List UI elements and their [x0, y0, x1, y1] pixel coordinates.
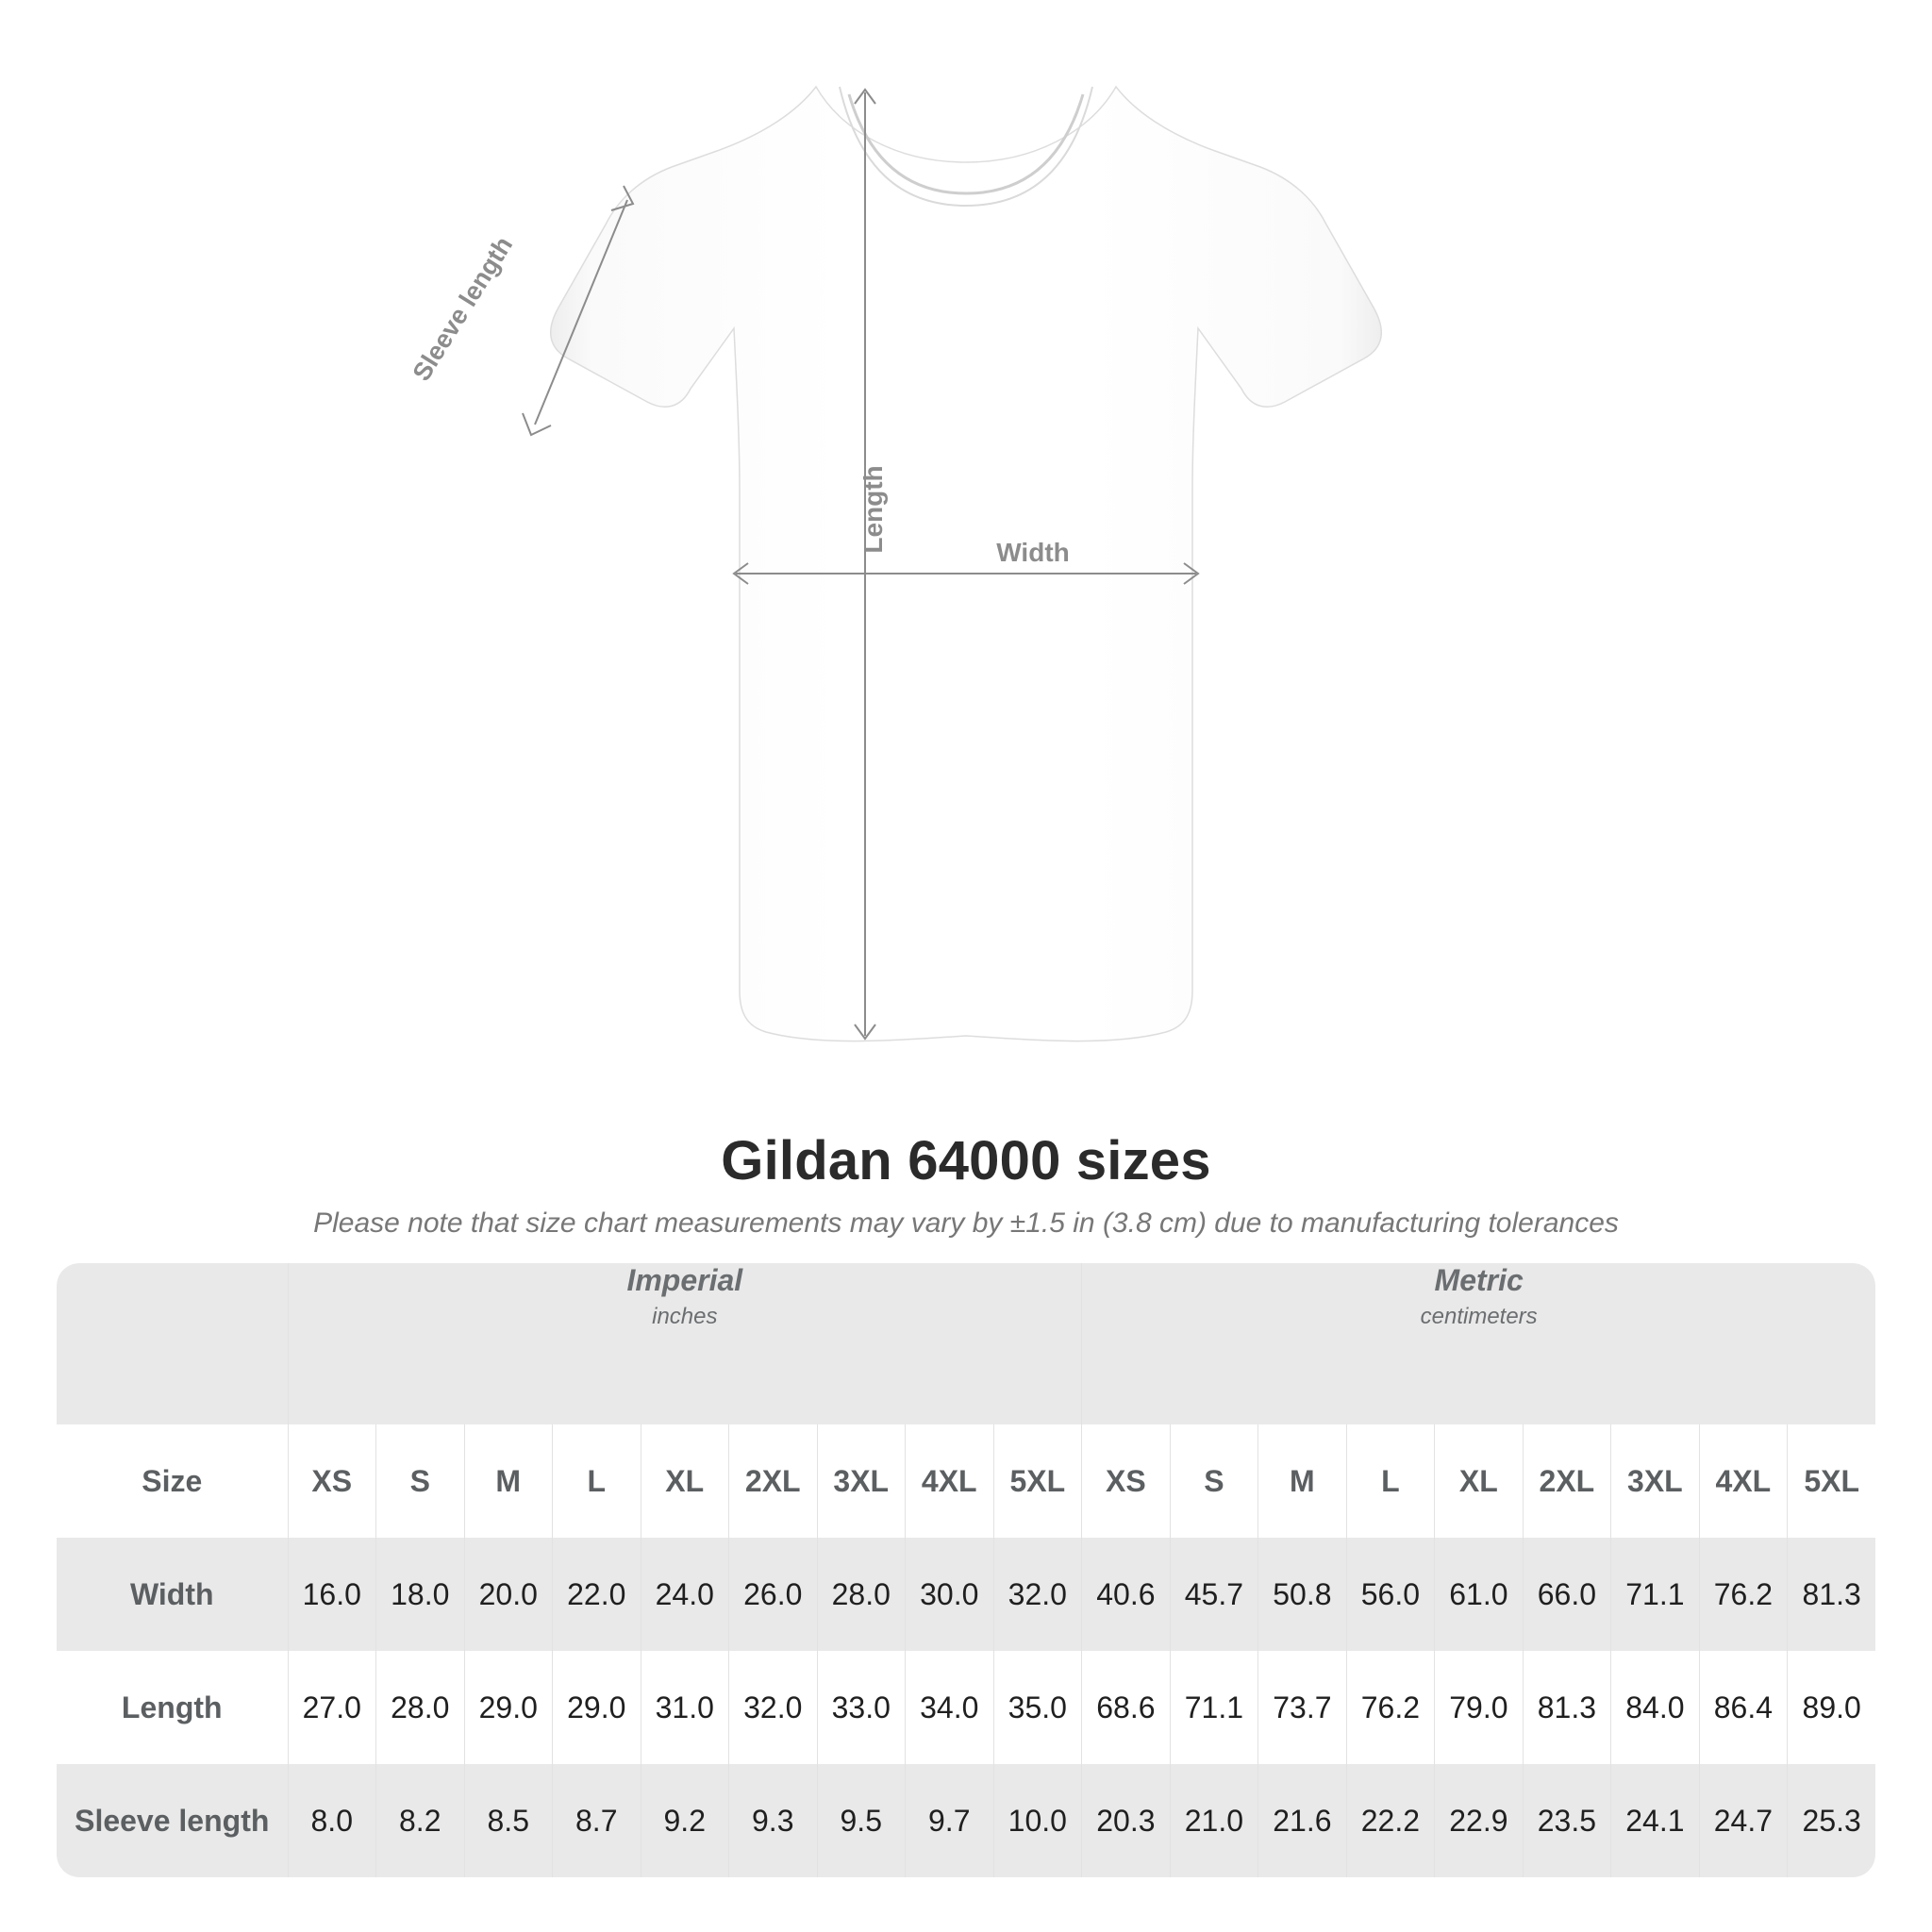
svg-text:Length: Length	[858, 465, 888, 553]
svg-text:Sleeve length: Sleeve length	[408, 231, 519, 386]
svg-text:Width: Width	[996, 538, 1070, 567]
